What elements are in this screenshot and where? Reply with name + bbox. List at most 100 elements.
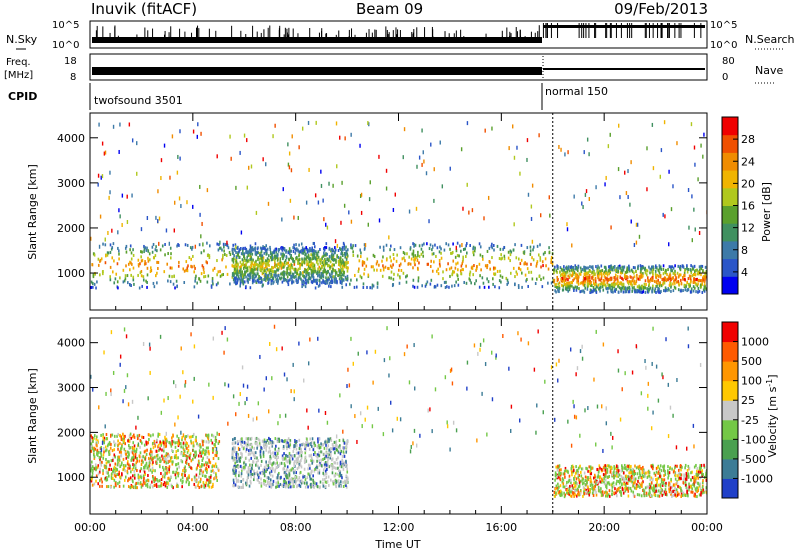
velocity-echo-cell — [259, 453, 262, 457]
power-echo-cell — [628, 290, 631, 294]
power-echo-cell — [316, 258, 319, 262]
velocity-echo-cell — [235, 452, 237, 456]
power-echo-cell — [460, 147, 463, 152]
power-echo-cell — [219, 269, 221, 273]
power-echo-cell — [472, 250, 474, 254]
velocity-echo-cell — [137, 436, 140, 440]
power-echo-cell — [539, 258, 542, 262]
power-echo-cell — [308, 272, 310, 276]
velocity-echo-cell — [323, 463, 326, 467]
velocity-echo-cell — [181, 436, 184, 440]
power-echo-cell — [466, 121, 469, 126]
power-echo-cell — [651, 278, 654, 282]
power-echo-cell — [432, 252, 435, 256]
power-echo-cell — [669, 265, 672, 269]
velocity-echo-cell — [293, 464, 296, 468]
power-echo-cell — [465, 281, 468, 285]
power-echo-cell — [370, 265, 373, 269]
velocity-echo-cell — [134, 467, 137, 471]
power-echo-cell — [313, 252, 315, 256]
velocity-echo-cell — [120, 454, 122, 458]
velocity-echo-cell — [171, 484, 173, 488]
power-echo-cell — [345, 266, 348, 270]
power-echo-cell — [182, 267, 185, 271]
velocity-echo-cell — [260, 481, 263, 485]
power-echo-cell — [245, 249, 247, 253]
power-echo-cell — [559, 266, 562, 270]
velocity-echo-cell — [100, 433, 102, 437]
power-echo-cell — [354, 244, 357, 248]
power-echo-cell — [628, 280, 630, 284]
power-echo-cell — [583, 280, 586, 284]
power-echo-cell — [562, 275, 564, 279]
power-echo-cell — [676, 141, 678, 146]
velocity-echo-cell — [275, 454, 277, 458]
velocity-echo-cell — [91, 483, 94, 487]
velocity-echo-cell — [258, 442, 261, 446]
power-echo-cell — [194, 279, 196, 283]
power-echo-cell — [631, 283, 633, 287]
velocity-echo-cell — [90, 467, 93, 471]
power-echo-cell — [127, 281, 129, 285]
power-echo-cell — [650, 267, 653, 271]
power-echo-cell — [232, 278, 235, 282]
power-echo-cell — [612, 283, 615, 287]
power-echo-cell — [344, 275, 347, 279]
power-echo-cell — [603, 265, 606, 269]
velocity-echo-cell — [202, 451, 205, 455]
power-echo-cell — [436, 269, 438, 273]
power-echo-cell — [473, 264, 475, 268]
velocity-echo-cell — [165, 437, 168, 441]
power-echo-cell — [494, 266, 497, 270]
power-echo-cell — [242, 282, 245, 286]
velocity-echo-cell — [215, 473, 217, 477]
power-echo-cell — [572, 266, 575, 270]
velocity-echo-cell — [125, 452, 127, 456]
power-echo-cell — [413, 261, 416, 265]
power-echo-cell — [606, 281, 609, 285]
power-echo-cell — [249, 273, 252, 277]
power-echo-cell — [305, 281, 308, 285]
velocity-echo-cell — [323, 457, 326, 461]
velocity-echo-cell — [171, 460, 174, 464]
power-echo-cell — [554, 283, 556, 287]
power-echo-cell — [653, 279, 656, 283]
power-echo-cell — [272, 277, 275, 281]
velocity-echo-cell — [172, 434, 174, 438]
power-echo-cell — [631, 279, 634, 283]
power-echo-cell — [238, 271, 241, 275]
power-echo-cell — [566, 288, 568, 292]
power-echo-cell — [316, 253, 319, 257]
power-echo-cell — [664, 289, 667, 293]
power-echo-cell — [170, 256, 172, 260]
power-echo-cell — [269, 277, 271, 281]
power-echo-cell — [121, 223, 123, 228]
power-echo-cell — [179, 156, 181, 161]
power-echo-cell — [237, 253, 240, 257]
power-echo-cell — [579, 290, 582, 294]
velocity-echo-cell — [265, 443, 268, 447]
velocity-echo-cell — [292, 477, 294, 481]
power-echo-cell — [363, 243, 366, 247]
power-echo-cell — [690, 264, 692, 268]
velocity-echo-cell — [205, 481, 207, 485]
power-echo-cell — [139, 262, 141, 266]
power-echo-cell — [153, 285, 156, 289]
power-echo-cell — [701, 291, 704, 295]
power-echo-cell — [705, 287, 707, 291]
velocity-echo-cell — [202, 481, 205, 485]
power-echo-cell — [205, 260, 208, 264]
power-echo-cell — [338, 277, 341, 281]
velocity-echo-cell — [236, 464, 238, 468]
velocity-echo-cell — [93, 446, 96, 450]
power-echo-cell — [326, 281, 329, 285]
power-echo-cell — [382, 255, 384, 259]
power-echo-cell — [117, 286, 119, 290]
power-echo-cell — [642, 274, 644, 278]
velocity-echo-cell — [161, 457, 164, 461]
power-echo-cell — [486, 266, 488, 270]
power-echo-cell — [479, 253, 482, 257]
power-echo-cell — [396, 253, 398, 257]
velocity-echo-cell — [339, 464, 341, 468]
velocity-echo-cell — [154, 476, 156, 480]
